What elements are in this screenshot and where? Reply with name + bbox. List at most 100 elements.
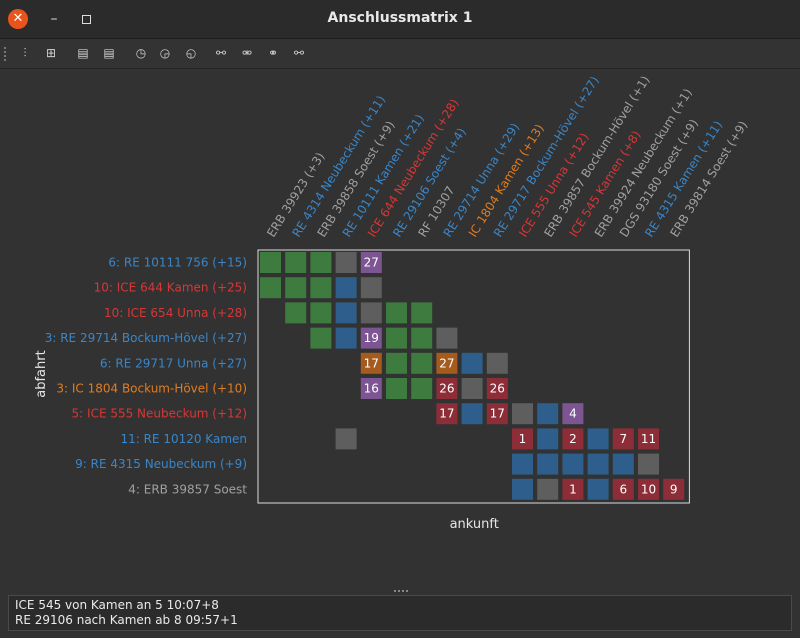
clock-later-icon[interactable]: ◵ xyxy=(185,46,197,60)
cell-label: 17 xyxy=(364,356,379,370)
matrix-cell[interactable] xyxy=(285,302,307,324)
train-minus-icon[interactable]: ▤ xyxy=(103,46,115,60)
x-axis-label: ankunft xyxy=(450,517,499,532)
matrix-cell[interactable] xyxy=(360,302,382,324)
matrix-cell[interactable] xyxy=(638,453,659,475)
matrix-cell[interactable] xyxy=(436,352,458,374)
maximize-button[interactable] xyxy=(76,9,96,29)
matrix-cell[interactable] xyxy=(310,252,332,273)
matrix-cell[interactable] xyxy=(612,453,634,475)
window-title: Anschlussmatrix 1 xyxy=(327,10,473,26)
toolbar-grip[interactable] xyxy=(4,47,8,61)
matrix-cell[interactable] xyxy=(486,403,508,425)
matrix-cell[interactable] xyxy=(360,277,382,299)
row-label: 6: RE 10111 756 (+15) xyxy=(108,256,247,270)
matrix-cell[interactable] xyxy=(587,478,609,500)
splitter-handle[interactable] xyxy=(394,590,408,594)
cell-label: 6 xyxy=(619,482,627,496)
matrix-cell[interactable] xyxy=(411,302,433,324)
cell-label: 19 xyxy=(364,331,379,345)
settings-sliders-icon[interactable]: ⫶ xyxy=(23,46,27,60)
train-plus-icon[interactable]: ▤ xyxy=(77,46,89,60)
matrix-cell[interactable] xyxy=(537,403,559,425)
matrix-cell[interactable] xyxy=(310,277,332,299)
matrix-cell[interactable] xyxy=(411,327,433,349)
matrix-cell[interactable] xyxy=(638,428,659,450)
row-label: 3: IC 1804 Bockum-Hövel (+10) xyxy=(56,382,247,396)
matrix-cell[interactable] xyxy=(285,252,307,273)
matrix-cell[interactable] xyxy=(360,352,382,374)
matrix-cell[interactable] xyxy=(461,378,483,399)
matrix-cell[interactable] xyxy=(486,352,508,374)
row-label: 5: ICE 555 Neubeckum (+12) xyxy=(72,407,247,421)
matrix-cell[interactable] xyxy=(587,428,609,450)
link-delete-icon[interactable]: ⚭ xyxy=(267,46,279,60)
rearrange-icon[interactable]: ⊞ xyxy=(45,46,57,60)
matrix-cell[interactable] xyxy=(612,428,634,450)
matrix-cell[interactable] xyxy=(386,302,407,324)
y-axis-label: abfahrt xyxy=(34,350,49,397)
matrix-cell[interactable] xyxy=(512,453,533,475)
matrix-cell[interactable] xyxy=(436,378,458,399)
link-remove-icon[interactable]: ⚮ xyxy=(241,46,253,60)
matrix-cell[interactable] xyxy=(512,428,533,450)
matrix-cell[interactable] xyxy=(663,478,685,500)
matrix-cell[interactable] xyxy=(436,327,458,349)
matrix-cell[interactable] xyxy=(386,327,407,349)
cell-label: 11 xyxy=(641,432,656,446)
matrix-cell[interactable] xyxy=(386,378,407,399)
matrix-cell[interactable] xyxy=(562,478,584,500)
matrix-cell[interactable] xyxy=(335,428,357,450)
cell-label: 9 xyxy=(670,482,678,496)
matrix-cell[interactable] xyxy=(310,302,332,324)
cell-label: 17 xyxy=(490,407,505,421)
matrix-cell[interactable] xyxy=(562,403,584,425)
connection-matrix: 27 19 17 27 16 26 26 17 17 4 1 2 7 11 1 6 10 9 6: RE 10111… xyxy=(0,70,800,590)
matrix-cell[interactable] xyxy=(360,378,382,399)
matrix-cell[interactable] xyxy=(411,352,433,374)
matrix-cell[interactable] xyxy=(285,277,307,299)
matrix-cell[interactable] xyxy=(335,302,357,324)
link-add-icon[interactable]: ⚯ xyxy=(215,46,227,60)
close-button[interactable]: ✕ xyxy=(8,9,28,29)
cell-label: 27 xyxy=(439,356,454,370)
cell-label: 1 xyxy=(519,432,527,446)
clock-reset-icon[interactable]: ◶ xyxy=(159,46,171,60)
minimize-button[interactable]: – xyxy=(50,11,58,27)
matrix-cell[interactable] xyxy=(260,252,281,273)
link-edit-icon[interactable]: ⚯ xyxy=(293,46,305,60)
matrix-cell[interactable] xyxy=(335,277,357,299)
cell-label: 16 xyxy=(364,382,379,396)
cell-label: 26 xyxy=(439,382,454,396)
cell-label: 2 xyxy=(569,432,577,446)
matrix-cell[interactable] xyxy=(335,327,357,349)
maximize-icon xyxy=(82,15,91,24)
cell-label: 4 xyxy=(569,407,577,421)
matrix-cell[interactable] xyxy=(638,478,659,500)
matrix-cell[interactable] xyxy=(335,252,357,273)
matrix-cell[interactable] xyxy=(486,378,508,399)
row-label: 10: ICE 654 Unna (+28) xyxy=(104,306,247,320)
clock-earlier-icon[interactable]: ◷ xyxy=(135,46,147,60)
matrix-cell[interactable] xyxy=(562,453,584,475)
matrix-cell[interactable] xyxy=(461,352,483,374)
matrix-cell[interactable] xyxy=(360,252,382,273)
matrix-cell[interactable] xyxy=(260,277,281,299)
matrix-cell[interactable] xyxy=(411,378,433,399)
matrix-cell[interactable] xyxy=(512,478,533,500)
matrix-cell[interactable] xyxy=(562,428,584,450)
cell-label: 17 xyxy=(439,407,454,421)
matrix-cell[interactable] xyxy=(537,428,559,450)
matrix-cell[interactable] xyxy=(360,327,382,349)
matrix-cell[interactable] xyxy=(386,352,407,374)
matrix-cell[interactable] xyxy=(612,478,634,500)
matrix-cell[interactable] xyxy=(587,453,609,475)
matrix-cell[interactable] xyxy=(436,403,458,425)
cell-label: 10 xyxy=(641,482,656,496)
matrix-cell[interactable] xyxy=(537,453,559,475)
matrix-cell[interactable] xyxy=(537,478,559,500)
matrix-cell[interactable] xyxy=(461,403,483,425)
matrix-cell[interactable] xyxy=(512,403,533,425)
matrix-cell[interactable] xyxy=(310,327,332,349)
